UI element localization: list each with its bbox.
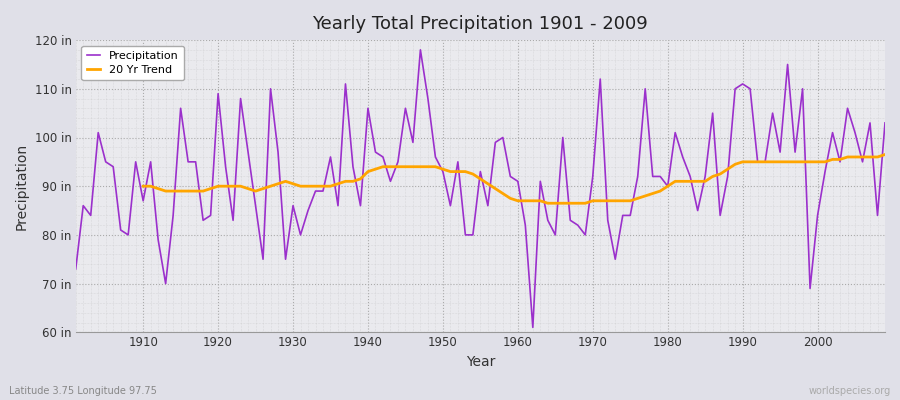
20 Yr Trend [588, 198, 598, 203]
Y-axis label: Precipitation: Precipitation [15, 143, 29, 230]
Precipitation [70, 266, 81, 271]
Legend: Precipitation, 20 Yr Trend: Precipitation, 20 Yr Trend [81, 46, 184, 80]
Text: Latitude 3.75 Longitude 97.75: Latitude 3.75 Longitude 97.75 [9, 386, 157, 396]
Precipitation [130, 160, 141, 164]
Text: worldspecies.org: worldspecies.org [809, 386, 891, 396]
20 Yr Trend [280, 179, 291, 184]
Precipitation [520, 223, 531, 228]
Precipitation [340, 82, 351, 86]
Line: 20 Yr Trend: 20 Yr Trend [143, 154, 885, 203]
20 Yr Trend [827, 157, 838, 162]
Precipitation [415, 48, 426, 52]
Precipitation [512, 179, 523, 184]
20 Yr Trend [850, 154, 860, 159]
20 Yr Trend [879, 152, 890, 157]
20 Yr Trend [520, 198, 531, 203]
Precipitation [879, 120, 890, 125]
Precipitation [527, 325, 538, 330]
20 Yr Trend [138, 184, 148, 188]
20 Yr Trend [310, 184, 321, 188]
X-axis label: Year: Year [465, 355, 495, 369]
Precipitation [617, 213, 628, 218]
20 Yr Trend [543, 201, 553, 206]
Precipitation [295, 232, 306, 237]
Line: Precipitation: Precipitation [76, 50, 885, 328]
Title: Yearly Total Precipitation 1901 - 2009: Yearly Total Precipitation 1901 - 2009 [312, 15, 648, 33]
